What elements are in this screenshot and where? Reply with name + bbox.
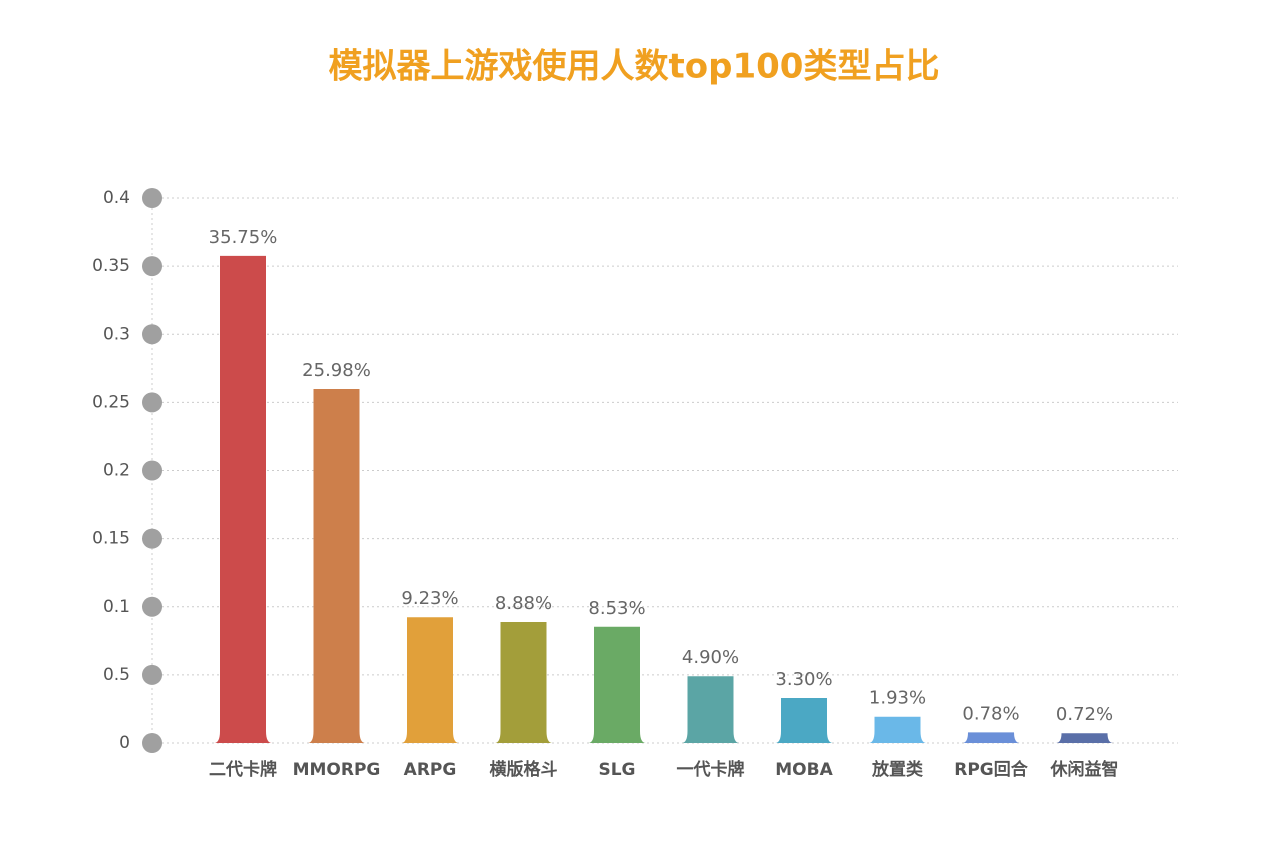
bar xyxy=(868,716,927,743)
value-label: 8.53% xyxy=(588,598,645,619)
value-label: 0.78% xyxy=(962,703,1019,724)
y-tick-label: 0 xyxy=(119,733,130,753)
bar xyxy=(214,255,272,743)
tick-mark xyxy=(142,528,162,549)
x-tick-label: 横版格斗 xyxy=(490,759,558,780)
value-label: 1.93% xyxy=(869,688,926,709)
bar xyxy=(962,732,1020,743)
tick-mark xyxy=(142,664,162,685)
value-label: 25.98% xyxy=(302,360,371,381)
bar xyxy=(775,698,833,743)
value-label: 8.88% xyxy=(495,593,552,614)
bar xyxy=(588,626,646,743)
y-tick-label: 0.4 xyxy=(103,188,130,208)
x-tick-label: 二代卡牌 xyxy=(209,759,277,780)
x-tick-label: RPG回合 xyxy=(954,759,1029,780)
x-tick-label: ARPG xyxy=(404,760,457,780)
x-tick-label: 一代卡牌 xyxy=(677,759,745,780)
x-tick-label: MOBA xyxy=(775,760,833,780)
bar xyxy=(401,617,459,743)
tick-mark xyxy=(142,256,162,277)
value-label: 0.72% xyxy=(1056,704,1113,725)
y-tick-label: 0.2 xyxy=(103,461,130,481)
y-tick-label: 0.1 xyxy=(103,597,130,617)
x-tick-label: SLG xyxy=(598,760,635,780)
value-label: 3.30% xyxy=(775,669,832,690)
bar xyxy=(681,676,740,743)
value-label: 4.90% xyxy=(682,647,739,668)
tick-mark xyxy=(142,188,162,208)
bar xyxy=(494,622,553,743)
bar xyxy=(307,389,366,743)
x-tick-label: 放置类 xyxy=(871,759,924,780)
x-tick-label: 休闲益智 xyxy=(1050,759,1119,780)
chart-title: 模拟器上游戏使用人数top100类型占比 xyxy=(329,47,940,87)
bar xyxy=(1055,733,1114,743)
y-tick-label: 0.3 xyxy=(103,324,130,344)
y-tick-label: 0.15 xyxy=(92,529,130,549)
tick-mark xyxy=(142,392,162,413)
y-tick-label: 0.35 xyxy=(92,256,130,276)
y-tick-label: 0.25 xyxy=(92,392,130,412)
value-label: 35.75% xyxy=(209,227,278,248)
y-tick-label: 0.5 xyxy=(103,665,130,685)
value-label: 9.23% xyxy=(401,588,458,609)
tick-mark xyxy=(142,596,162,617)
tick-mark xyxy=(142,324,162,345)
tick-mark xyxy=(142,733,162,753)
x-tick-label: MMORPG xyxy=(293,760,381,780)
tick-mark xyxy=(142,460,162,481)
